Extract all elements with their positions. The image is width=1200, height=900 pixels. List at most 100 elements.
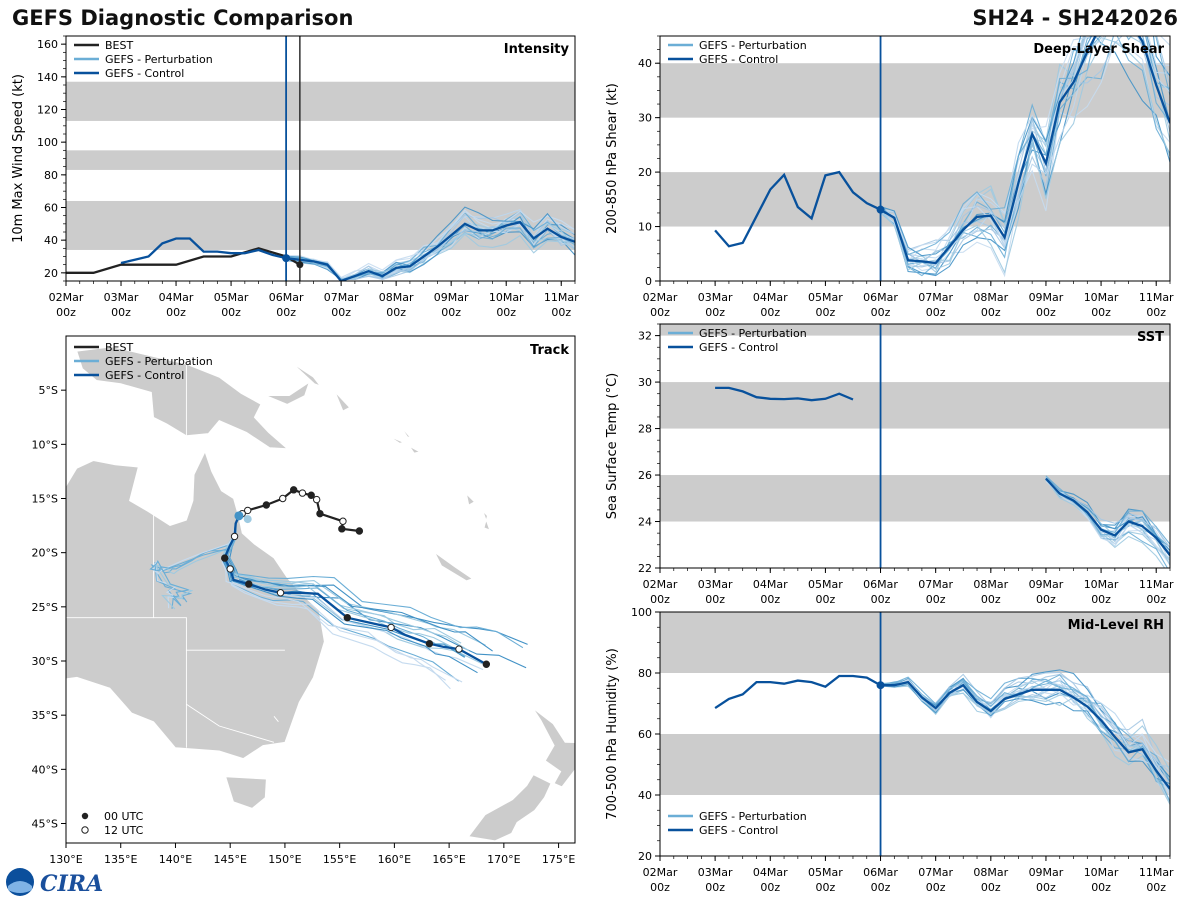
control-12z-marker bbox=[226, 565, 234, 573]
x-tick-sublabel: 00z bbox=[386, 306, 406, 319]
lat-tick-label: 10°S bbox=[32, 438, 58, 451]
control-line bbox=[120, 220, 575, 281]
legend-label-best: BEST bbox=[105, 341, 133, 354]
lon-tick-label: 165°E bbox=[432, 853, 465, 866]
plot-area bbox=[715, 386, 1170, 568]
x-tick-sublabel: 00z bbox=[705, 593, 725, 606]
best-12z-marker bbox=[279, 494, 287, 503]
track-start-point bbox=[243, 515, 252, 524]
x-tick-label: 09Mar bbox=[1029, 291, 1064, 304]
land-vanuatu bbox=[465, 492, 475, 506]
control-00z-marker bbox=[482, 660, 491, 668]
lat-tick-label: 40°S bbox=[32, 763, 58, 776]
storm-id-title: SH24 - SH242026 bbox=[972, 6, 1178, 30]
x-tick-sublabel: 00z bbox=[166, 306, 186, 319]
threshold-band bbox=[660, 612, 1170, 673]
perturbation-track bbox=[222, 515, 470, 652]
land-makira bbox=[409, 446, 421, 454]
x-tick-sublabel: 00z bbox=[981, 306, 1001, 319]
legend-label-00utc: 00 UTC bbox=[104, 810, 144, 823]
control-00z-marker bbox=[425, 639, 434, 648]
legend-label-12utc: 12 UTC bbox=[104, 824, 144, 837]
x-tick-label: 05Mar bbox=[214, 291, 249, 304]
x-tick-label: 02Mar bbox=[643, 291, 678, 304]
control-12z-marker bbox=[230, 532, 239, 541]
x-tick-sublabel: 00z bbox=[551, 306, 571, 319]
x-tick-label: 09Mar bbox=[434, 291, 469, 304]
panel-sst bbox=[655, 323, 1171, 573]
x-tick-sublabel: 00z bbox=[926, 593, 946, 606]
land-nzNorth bbox=[533, 708, 575, 788]
y-tick-label: 28 bbox=[638, 423, 652, 436]
y-tick-label: 100 bbox=[631, 606, 652, 619]
best-12z-marker bbox=[244, 506, 252, 515]
x-tick-label: 07Mar bbox=[918, 578, 953, 591]
panel-shear bbox=[655, 35, 1171, 286]
threshold-band bbox=[660, 63, 1170, 118]
control-line bbox=[715, 386, 854, 402]
perturbation-line bbox=[880, 36, 1170, 256]
land-australia bbox=[66, 450, 325, 759]
x-tick-sublabel: 00z bbox=[1146, 306, 1166, 319]
y-tick-label: 60 bbox=[638, 728, 652, 741]
x-tick-label: 04Mar bbox=[753, 866, 788, 879]
x-tick-sublabel: 00z bbox=[705, 306, 725, 319]
perturbation-line bbox=[880, 36, 1170, 257]
legend-label-perturbation: GEFS - Perturbation bbox=[105, 355, 213, 368]
page-title: GEFS Diagnostic Comparison bbox=[12, 6, 354, 30]
x-tick-sublabel: 00z bbox=[705, 881, 725, 894]
y-tick-label: 60 bbox=[44, 202, 58, 215]
lon-tick-label: 170°E bbox=[487, 853, 520, 866]
legend-label-control: GEFS - Control bbox=[105, 369, 184, 382]
best-12z-marker bbox=[298, 489, 307, 497]
y-axis-label: 700-500 hPa Humidity (%) bbox=[605, 648, 620, 820]
legend-label-control: GEFS - Control bbox=[699, 341, 778, 354]
legend-label-perturbation: GEFS - Perturbation bbox=[699, 327, 807, 340]
x-tick-label: 08Mar bbox=[973, 866, 1008, 879]
lat-tick-label: 15°S bbox=[32, 493, 58, 506]
y-axis-label: 200-850 hPa Shear (kt) bbox=[605, 83, 620, 234]
legend-12z-marker bbox=[81, 826, 89, 834]
x-tick-sublabel: 00z bbox=[441, 306, 461, 319]
x-tick-sublabel: 00z bbox=[276, 306, 296, 319]
state-border bbox=[273, 716, 279, 722]
land-tasmania bbox=[225, 776, 267, 809]
x-tick-label: 10Mar bbox=[1084, 578, 1119, 591]
y-tick-label: 40 bbox=[638, 57, 652, 70]
perturbation-line bbox=[880, 36, 1170, 275]
x-tick-label: 02Mar bbox=[643, 866, 678, 879]
lat-tick-label: 20°S bbox=[32, 547, 58, 560]
x-tick-sublabel: 00z bbox=[981, 881, 1001, 894]
x-tick-label: 04Mar bbox=[159, 291, 194, 304]
x-tick-label: 09Mar bbox=[1029, 578, 1064, 591]
best-00z-marker bbox=[289, 486, 298, 494]
lon-tick-label: 130°E bbox=[49, 853, 82, 866]
y-tick-label: 120 bbox=[37, 104, 58, 117]
y-tick-label: 0 bbox=[645, 275, 652, 288]
land-lordhowe bbox=[382, 676, 386, 679]
land-newguinea bbox=[76, 346, 289, 450]
threshold-band bbox=[660, 382, 1170, 429]
y-tick-label: 80 bbox=[638, 667, 652, 680]
lat-tick-label: 35°S bbox=[32, 709, 58, 722]
cira-logo-text: CIRA bbox=[40, 871, 103, 897]
x-tick-sublabel: 00z bbox=[331, 306, 351, 319]
x-tick-label: 05Mar bbox=[808, 866, 843, 879]
legend-00z-marker bbox=[81, 812, 89, 820]
panel-intensity bbox=[61, 35, 576, 286]
x-tick-sublabel: 00z bbox=[816, 881, 836, 894]
best-00z-marker bbox=[338, 525, 346, 533]
panel-title: Track bbox=[530, 343, 569, 358]
x-tick-label: 07Mar bbox=[324, 291, 359, 304]
analysis-point bbox=[282, 254, 291, 263]
y-tick-label: 20 bbox=[44, 267, 58, 280]
threshold-band bbox=[66, 150, 575, 170]
perturbation-track bbox=[223, 515, 463, 653]
x-tick-label: 08Mar bbox=[973, 291, 1008, 304]
map-area bbox=[66, 346, 575, 842]
best-12z-marker bbox=[339, 517, 347, 525]
x-tick-sublabel: 00z bbox=[1036, 593, 1056, 606]
state-border bbox=[186, 703, 275, 743]
x-tick-sublabel: 00z bbox=[1036, 306, 1056, 319]
